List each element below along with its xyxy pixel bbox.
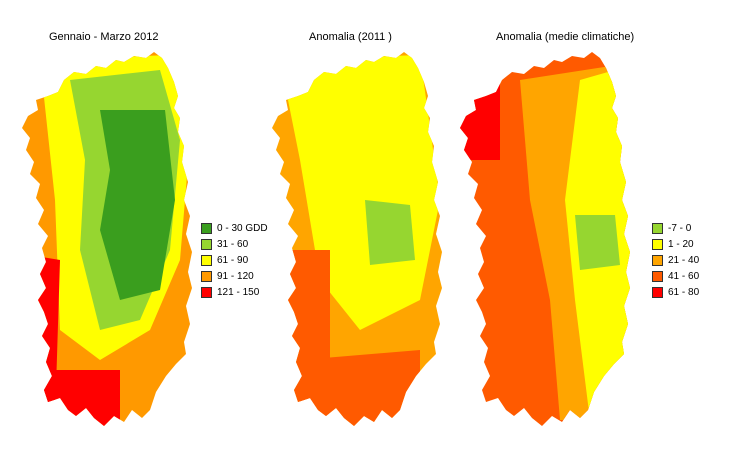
legend-item: -7 - 0 — [652, 220, 699, 236]
legend-label: 0 - 30 GDD — [217, 222, 268, 234]
legend-swatch — [652, 254, 663, 266]
legend-swatch — [652, 286, 663, 298]
legend-label: -7 - 0 — [668, 222, 692, 234]
legend-label: 121 - 150 — [217, 286, 260, 298]
legend-item: 31 - 60 — [201, 236, 268, 252]
legend-item: 121 - 150 — [201, 284, 268, 300]
legend-item: 0 - 30 GDD — [201, 220, 268, 236]
legend-label: 1 - 20 — [668, 238, 694, 250]
legend-swatch — [652, 222, 663, 234]
legend-item: 41 - 60 — [652, 268, 699, 284]
legend-anomaly: -7 - 0 1 - 20 21 - 40 41 - 60 61 - 80 — [652, 220, 699, 300]
legend-item: 91 - 120 — [201, 268, 268, 284]
map-anomaly-2011 — [272, 52, 442, 426]
legend-swatch — [652, 238, 663, 250]
legend-label: 31 - 60 — [217, 238, 249, 250]
legend-item: 61 - 80 — [652, 284, 699, 300]
legend-label: 41 - 60 — [668, 270, 700, 282]
legend-swatch — [201, 270, 212, 282]
legend-label: 91 - 120 — [217, 270, 254, 282]
legend-swatch — [201, 238, 212, 250]
legend-swatch — [201, 254, 212, 266]
legend-label: 21 - 40 — [668, 254, 700, 266]
legend-swatch — [652, 270, 663, 282]
legend-swatch — [201, 222, 212, 234]
legend-label: 61 - 80 — [668, 286, 700, 298]
legend-label: 61 - 90 — [217, 254, 249, 266]
legend-swatch — [201, 286, 212, 298]
map-title-anomaly-climate: Anomalia (medie climatiche) — [496, 31, 635, 43]
legend-item: 1 - 20 — [652, 236, 699, 252]
map-anomaly-climate — [460, 52, 630, 426]
legend-gdd: 0 - 30 GDD 31 - 60 61 - 90 91 - 120 121 … — [201, 220, 268, 300]
map-title-anomaly-2011: Anomalia (2011 ) — [309, 31, 392, 43]
legend-item: 61 - 90 — [201, 252, 268, 268]
legend-item: 21 - 40 — [652, 252, 699, 268]
map-title-gdd: Gennaio - Marzo 2012 — [49, 31, 159, 43]
